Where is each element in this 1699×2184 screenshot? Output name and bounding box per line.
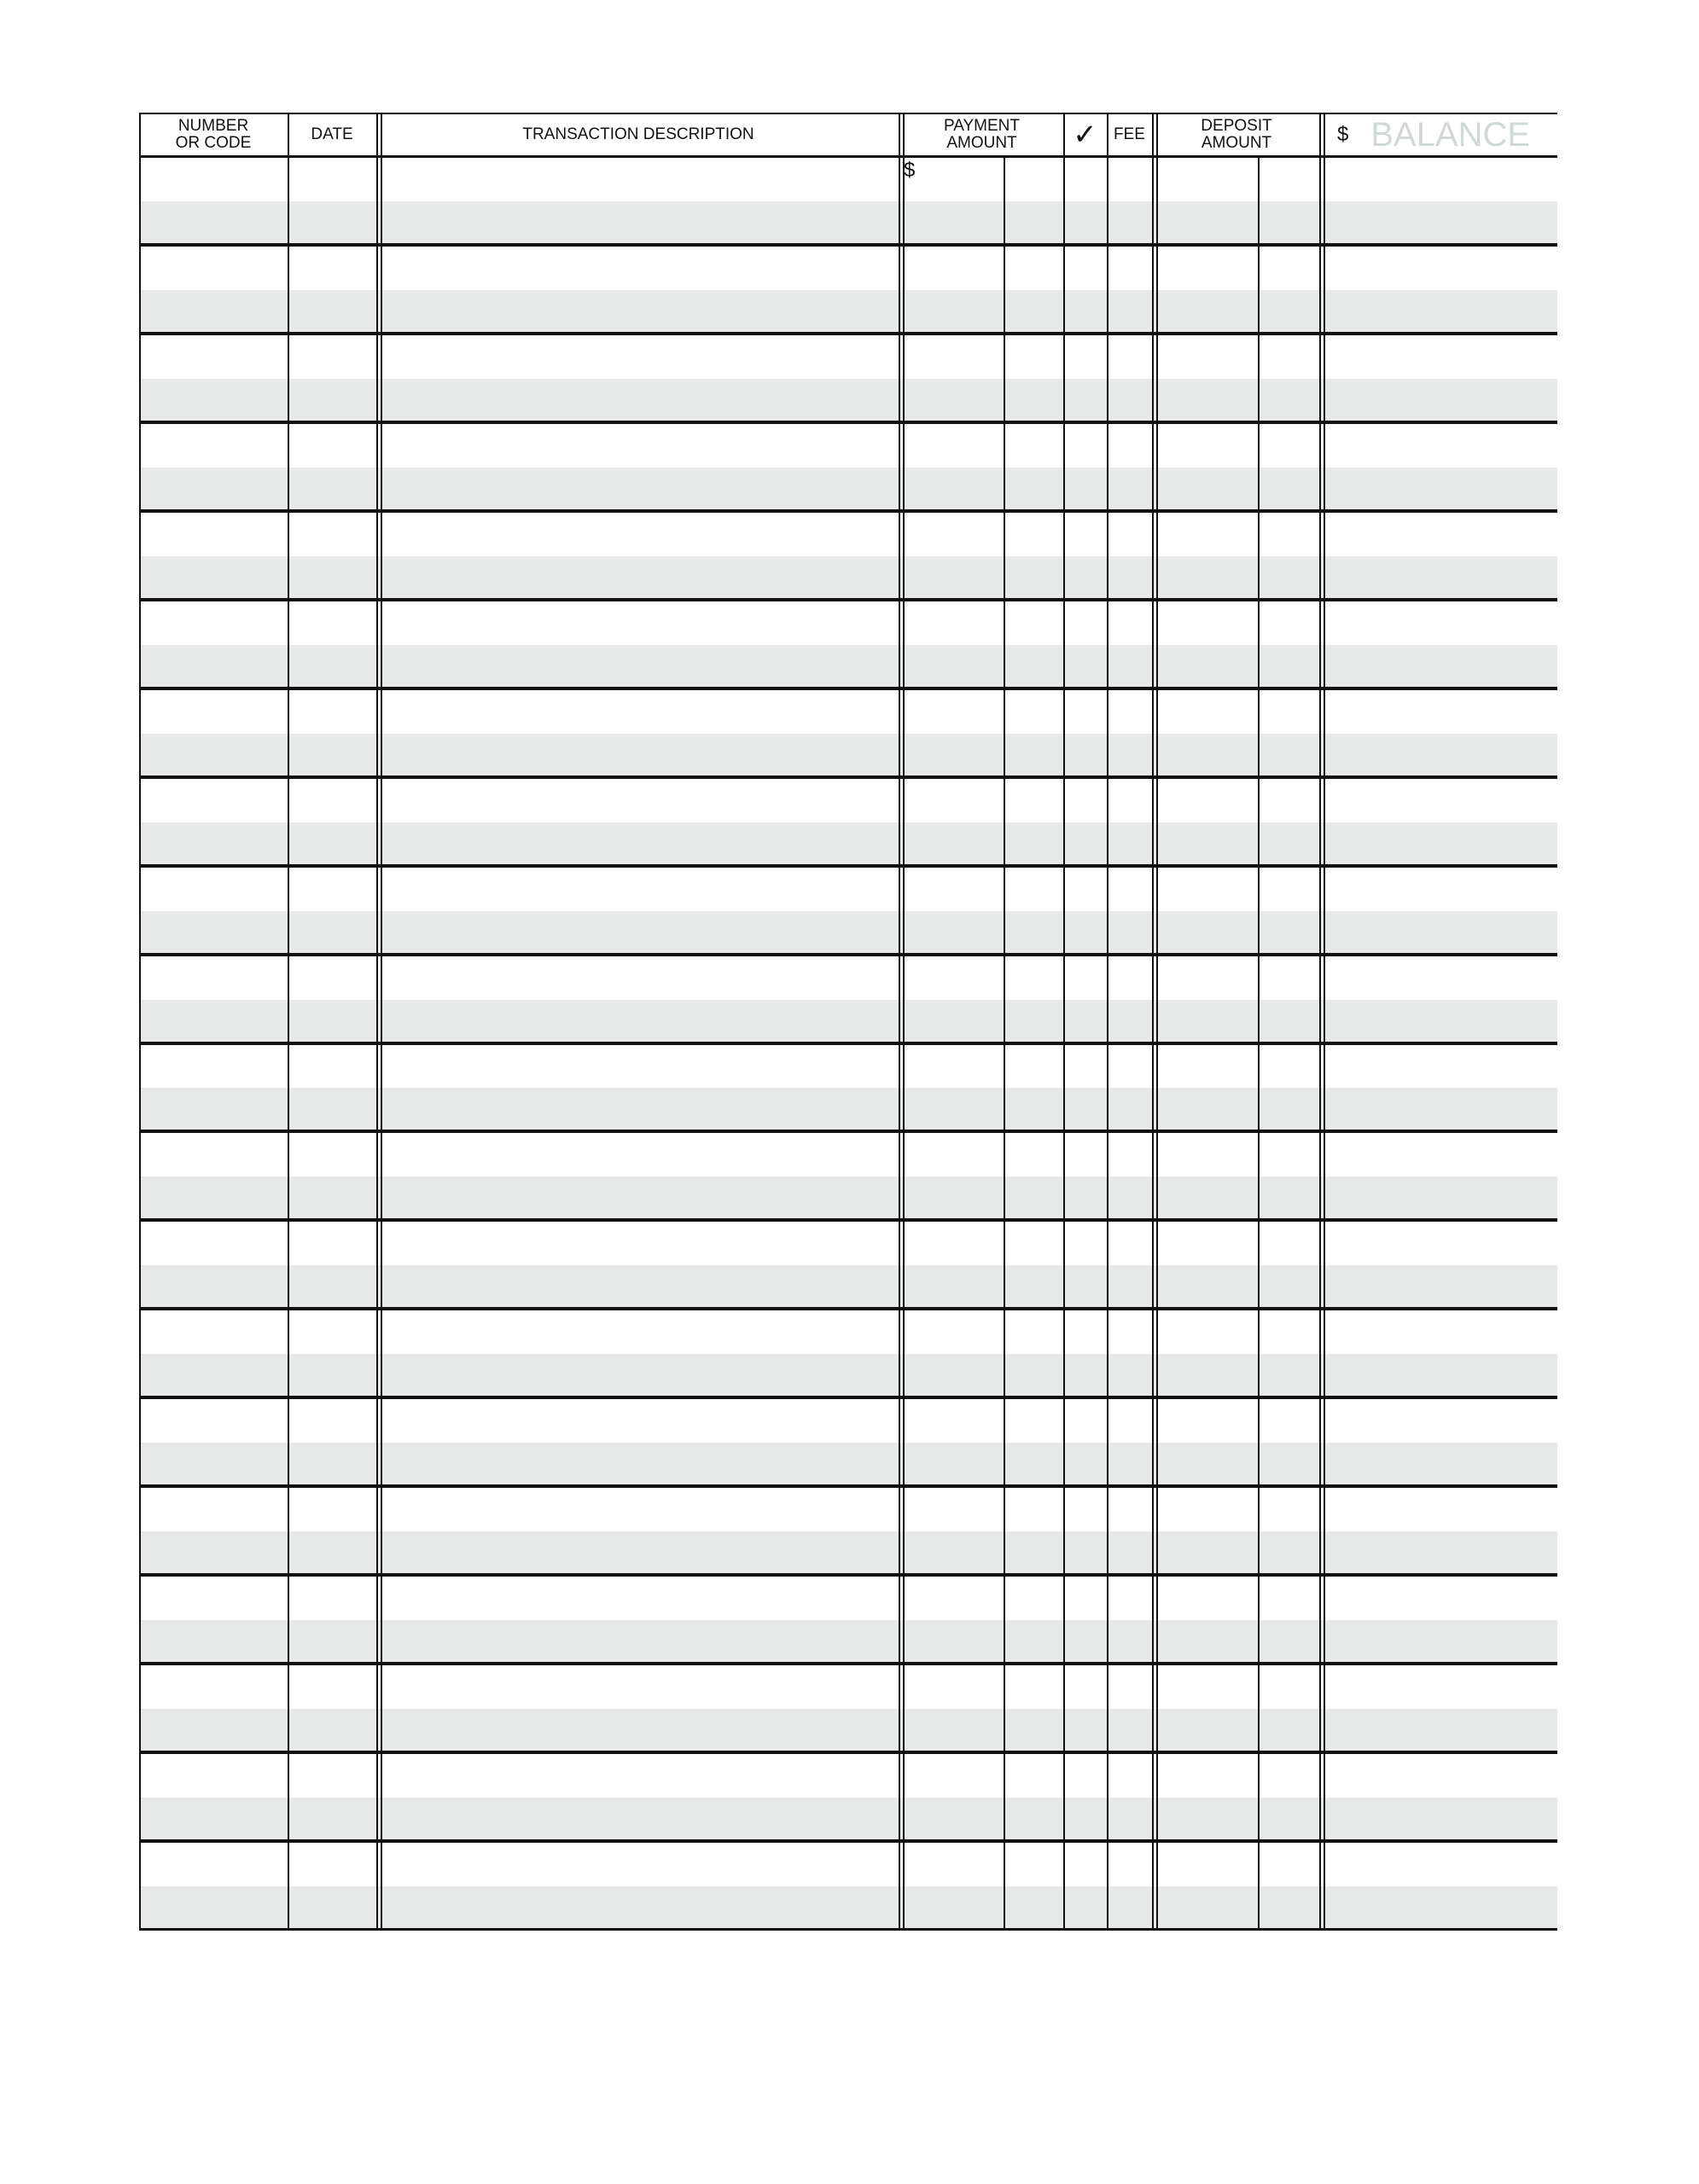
row-stripe: [139, 999, 1557, 1044]
row-divider: [139, 863, 1557, 868]
register-row[interactable]: [139, 423, 1557, 512]
register-row[interactable]: [139, 1221, 1557, 1310]
row-divider: [139, 508, 1557, 513]
row-divider: [139, 686, 1557, 690]
register-row[interactable]: [139, 867, 1557, 956]
column-divider: [1258, 157, 1260, 1931]
column-double-divider: [376, 113, 378, 1931]
header-fee: FEE: [1114, 125, 1145, 143]
row-stripe: [139, 1709, 1557, 1754]
check-mark-icon: ✓: [1073, 119, 1097, 151]
header-payment-amount: PAYMENT AMOUNT: [900, 113, 1063, 157]
register-row[interactable]: [139, 157, 1557, 246]
column-double-divider: [1152, 113, 1154, 1931]
row-divider: [139, 1307, 1557, 1311]
row-divider: [139, 597, 1557, 601]
header-date: DATE: [311, 125, 353, 143]
table-top-border: [139, 113, 1557, 114]
column-divider: [288, 113, 289, 1931]
row-divider: [139, 1218, 1557, 1223]
register-row[interactable]: [139, 601, 1557, 689]
row-divider: [139, 1484, 1557, 1489]
row-stripe: [139, 1443, 1557, 1488]
column-double-divider: [1156, 113, 1158, 1931]
register-row[interactable]: [139, 1842, 1557, 1931]
register-row[interactable]: [139, 1044, 1557, 1133]
row-divider: [139, 1573, 1557, 1577]
row-divider: [139, 1928, 1557, 1931]
row-stripe: [139, 1886, 1557, 1931]
row-divider: [139, 1130, 1557, 1134]
row-divider: [139, 775, 1557, 779]
column-divider: [1063, 113, 1065, 1931]
row-stripe: [139, 822, 1557, 867]
register-row[interactable]: [139, 1132, 1557, 1221]
header-number-or-code: NUMBER OR CODE: [139, 113, 288, 157]
row-stripe: [139, 1088, 1557, 1133]
header-label: NUMBER OR CODE: [175, 117, 252, 152]
header-label: PAYMENT AMOUNT: [943, 117, 1021, 152]
header-balance: $ BALANCE: [1327, 113, 1568, 157]
register-row[interactable]: [139, 1310, 1557, 1398]
row-stripe: [139, 1798, 1557, 1843]
row-stripe: [139, 733, 1557, 778]
row-stripe: [139, 1620, 1557, 1665]
column-double-divider: [899, 113, 900, 1931]
column-divider: [1004, 157, 1005, 1931]
row-divider: [139, 331, 1557, 335]
header-transaction-description: TRANSACTION DESCRIPTION: [522, 125, 754, 143]
register-row[interactable]: [139, 246, 1557, 334]
row-divider: [139, 1751, 1557, 1755]
header-bottom-border: [139, 155, 1557, 158]
column-double-divider: [1324, 113, 1325, 1931]
row-stripe: [139, 1265, 1557, 1310]
register-row[interactable]: [139, 689, 1557, 778]
row-stripe: [139, 644, 1557, 689]
column-divider: [1107, 113, 1108, 1931]
row-divider: [139, 1662, 1557, 1666]
row-divider: [139, 420, 1557, 424]
header-balance-label: BALANCE: [1370, 116, 1531, 154]
row-stripe: [139, 467, 1557, 512]
header-deposit-amount: DEPOSIT AMOUNT: [1154, 113, 1319, 157]
header-balance-dollar: $: [1337, 123, 1349, 146]
row-divider: [139, 1396, 1557, 1400]
row-stripe: [139, 910, 1557, 956]
row-divider: [139, 1041, 1557, 1045]
register-row[interactable]: [139, 1398, 1557, 1487]
row-divider: [139, 242, 1557, 247]
check-register-table: NUMBER OR CODE DATE TRANSACTION DESCRIPT…: [139, 113, 1557, 1931]
payment-dollar-sign: $: [904, 159, 916, 182]
row-stripe: [139, 378, 1557, 423]
register-row[interactable]: [139, 778, 1557, 867]
column-double-divider: [381, 113, 382, 1931]
column-divider: [139, 113, 141, 1931]
register-row[interactable]: [139, 512, 1557, 601]
register-row[interactable]: [139, 1487, 1557, 1576]
row-divider: [139, 1839, 1557, 1844]
register-row[interactable]: [139, 1753, 1557, 1842]
register-row[interactable]: [139, 956, 1557, 1044]
row-stripe: [139, 555, 1557, 601]
register-row[interactable]: [139, 334, 1557, 423]
column-double-divider: [1319, 113, 1321, 1931]
row-stripe: [139, 200, 1557, 246]
header-label: DEPOSIT AMOUNT: [1201, 117, 1272, 152]
row-divider: [139, 952, 1557, 956]
row-stripe: [139, 1354, 1557, 1399]
row-stripe: [139, 1531, 1557, 1577]
column-double-divider: [903, 113, 905, 1931]
register-row[interactable]: [139, 1576, 1557, 1664]
row-stripe: [139, 1176, 1557, 1222]
row-stripe: [139, 289, 1557, 334]
register-row[interactable]: [139, 1664, 1557, 1753]
